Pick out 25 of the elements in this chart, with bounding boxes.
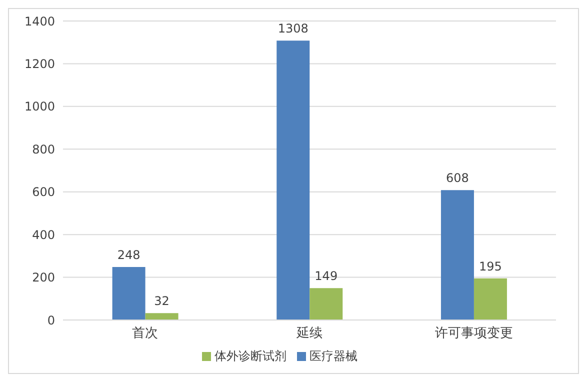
legend-label: 体外诊断试剂	[214, 349, 286, 363]
y-tick-label: 800	[32, 142, 55, 156]
y-tick-label: 1000	[24, 100, 55, 114]
data-label: 608	[446, 171, 469, 186]
bar	[276, 40, 310, 320]
x-tick-label: 首次	[132, 326, 158, 342]
bar	[145, 313, 178, 320]
data-label: 32	[154, 294, 170, 308]
y-tick-label: 1200	[24, 56, 55, 71]
bar	[474, 278, 507, 320]
y-tick-label: 0	[47, 313, 55, 328]
bar	[310, 288, 343, 320]
data-label: 195	[479, 259, 502, 274]
x-tick-label: 许可事项变更	[434, 326, 513, 342]
bar	[112, 267, 146, 320]
data-label: 248	[117, 248, 140, 262]
data-label: 149	[314, 269, 338, 284]
x-tick-label: 延续	[296, 326, 322, 342]
bar	[440, 190, 474, 320]
y-tick-label: 600	[32, 185, 55, 200]
y-tick-label: 200	[32, 270, 55, 285]
data-label: 1308	[278, 22, 308, 36]
y-tick-label: 1400	[24, 14, 55, 28]
y-tick-label: 400	[32, 228, 55, 242]
legend-label: 医疗器械	[310, 349, 358, 363]
